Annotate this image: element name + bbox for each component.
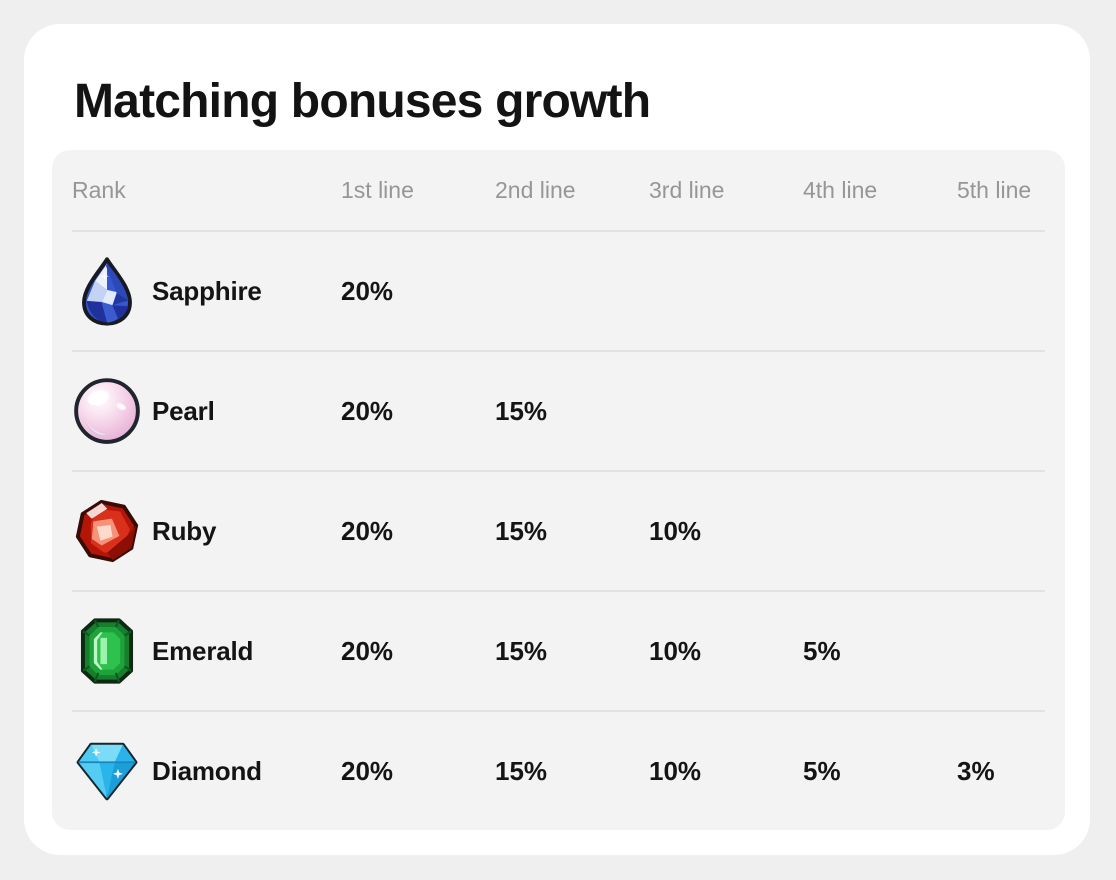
ruby-gem-icon — [72, 496, 142, 566]
bonus-value: 5% — [803, 755, 841, 786]
bonus-value: 10% — [649, 635, 702, 666]
bonuses-card: Matching bonuses growth Rank 1st line 2n… — [24, 24, 1090, 855]
table-row-emerald: Emerald 20% 15% 10% 5% — [72, 592, 1045, 712]
pearl-gem-icon — [72, 376, 142, 446]
rank-label: Pearl — [152, 395, 215, 426]
table-header-row: Rank 1st line 2nd line 3rd line 4th line… — [72, 150, 1045, 232]
column-header-4th-line: 4th line — [803, 176, 878, 203]
bonus-value: 15% — [495, 515, 548, 546]
emerald-gem-icon — [72, 616, 142, 686]
bonus-value: 20% — [341, 635, 394, 666]
bonus-value: 20% — [341, 515, 394, 546]
bonus-value: 20% — [341, 755, 394, 786]
page-title: Matching bonuses growth — [74, 75, 651, 128]
column-header-rank: Rank — [72, 176, 126, 203]
bonus-value: 15% — [495, 755, 548, 786]
rank-cell: Sapphire — [72, 256, 341, 326]
bonus-value: 3% — [957, 755, 995, 786]
rank-cell: Emerald — [72, 616, 341, 686]
sapphire-gem-icon — [72, 256, 142, 326]
rank-label: Emerald — [152, 635, 254, 666]
table-row-pearl: Pearl 20% 15% — [72, 352, 1045, 472]
bonus-value: 15% — [495, 395, 548, 426]
rank-cell: Ruby — [72, 496, 341, 566]
rank-label: Diamond — [152, 755, 262, 786]
bonus-value: 15% — [495, 635, 548, 666]
bonus-value: 10% — [649, 515, 702, 546]
rank-label: Sapphire — [152, 275, 262, 306]
column-header-3rd-line: 3rd line — [649, 176, 725, 203]
diamond-gem-icon — [72, 736, 142, 806]
bonus-value: 10% — [649, 755, 702, 786]
table-row-sapphire: Sapphire 20% — [72, 232, 1045, 352]
column-header-2nd-line: 2nd line — [495, 176, 576, 203]
bonus-value: 5% — [803, 635, 841, 666]
column-header-1st-line: 1st line — [341, 176, 414, 203]
rank-label: Ruby — [152, 515, 217, 546]
rank-cell: Pearl — [72, 376, 341, 446]
table-row-diamond: Diamond 20% 15% 10% 5% 3% — [72, 712, 1045, 830]
column-header-5th-line: 5th line — [957, 176, 1032, 203]
bonuses-table: Rank 1st line 2nd line 3rd line 4th line… — [52, 150, 1065, 830]
rank-cell: Diamond — [72, 736, 341, 806]
bonus-value: 20% — [341, 395, 394, 426]
table-row-ruby: Ruby 20% 15% 10% — [72, 472, 1045, 592]
bonus-value: 20% — [341, 275, 394, 306]
